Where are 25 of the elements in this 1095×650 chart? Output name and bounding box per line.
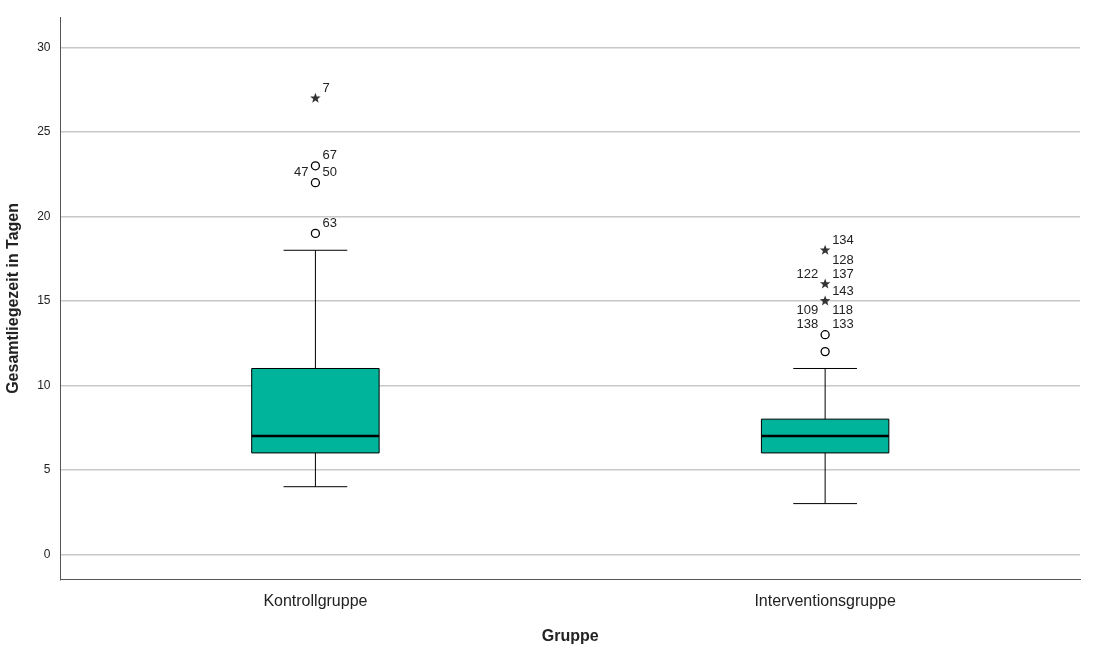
annotation: 128 xyxy=(832,251,854,267)
annotation: 67 xyxy=(322,147,337,163)
annotation: 118 xyxy=(832,302,853,318)
annotation: 143 xyxy=(832,282,854,298)
annotation: 7 xyxy=(322,79,330,95)
y-tick-label: 20 xyxy=(37,208,51,223)
annotation: 63 xyxy=(322,214,337,230)
x-tick-label: Kontrollgruppe xyxy=(263,591,368,609)
annotation: 50 xyxy=(322,164,337,180)
x-axis-title: Gruppe xyxy=(541,626,599,644)
annotation: 122 xyxy=(796,265,819,281)
x-tick-label: Interventionsgruppe xyxy=(754,591,896,609)
y-tick-label: 5 xyxy=(43,462,51,477)
annotation: 109 xyxy=(796,302,819,318)
annotation: 137 xyxy=(832,265,854,281)
y-tick-label: 30 xyxy=(37,39,51,54)
y-tick-label: 25 xyxy=(37,124,51,139)
y-axis-title: Gesamtliegezeit in Tagen xyxy=(4,202,22,394)
y-tick-label: 10 xyxy=(37,377,51,392)
annotation: 133 xyxy=(832,316,854,332)
y-tick-label: 0 xyxy=(43,546,51,561)
annotation: 47 xyxy=(293,164,309,180)
y-tick-label: 15 xyxy=(37,293,51,308)
annotation: 134 xyxy=(832,231,854,247)
annotation: 138 xyxy=(796,316,819,332)
